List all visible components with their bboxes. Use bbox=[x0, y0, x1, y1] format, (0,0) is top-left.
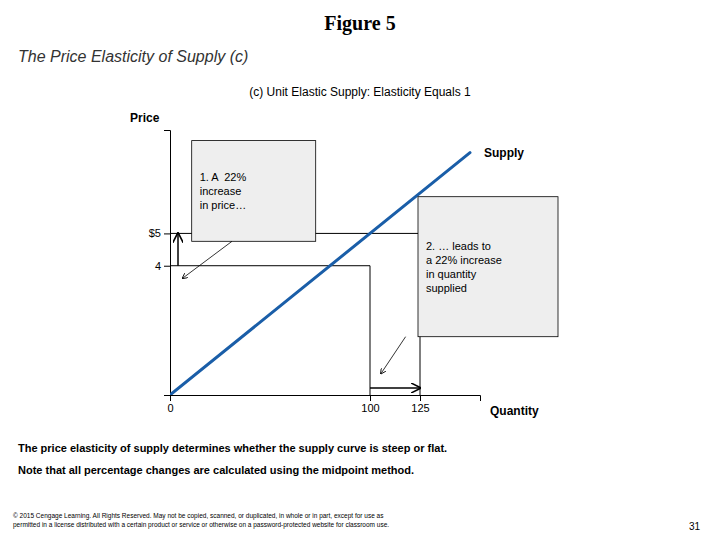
x-axis-tick: 125 bbox=[411, 395, 429, 414]
x-axis-tick-mark bbox=[420, 395, 421, 401]
annotation-2-text: 2. … leads toa 22% increasein quantitysu… bbox=[426, 240, 502, 294]
y-axis-tick-mark bbox=[164, 233, 170, 234]
page-number: 31 bbox=[689, 521, 701, 532]
chart-title: (c) Unit Elastic Supply: Elasticity Equa… bbox=[249, 85, 471, 99]
annotation-2-box bbox=[418, 197, 558, 337]
x-axis-tick: 0 bbox=[167, 395, 173, 414]
y-axis-line bbox=[164, 131, 171, 396]
y-axis-label: Price bbox=[130, 111, 160, 125]
footer: © 2015 Cengage Learning. All Rights Rese… bbox=[13, 512, 389, 529]
y-axis-tick-label: 4 bbox=[155, 260, 161, 272]
y-axis-tick: $5 bbox=[149, 227, 170, 239]
x-axis-tick: 100 bbox=[361, 395, 379, 414]
x-axis-line bbox=[171, 396, 481, 402]
x-axis-tick-label: 100 bbox=[361, 402, 379, 414]
annotation-1: 1. A 22%increasein price… bbox=[192, 141, 316, 242]
y-axis-tick: 4 bbox=[155, 260, 170, 272]
x-axis-tick-label: 125 bbox=[411, 402, 429, 414]
annotation-1-box bbox=[192, 141, 316, 242]
x-axis-tick-label: 0 bbox=[167, 402, 173, 414]
y-axis: 4 $5 bbox=[149, 131, 171, 396]
body-note: The price elasticity of supply determine… bbox=[18, 442, 447, 454]
series-label: Supply bbox=[484, 146, 524, 160]
y-axis-tick-mark bbox=[164, 266, 170, 267]
reference-line-vertical bbox=[370, 266, 371, 395]
subtitle: The Price Elasticity of Supply (c) bbox=[18, 48, 248, 65]
y-axis-tick-label: $5 bbox=[149, 227, 161, 239]
chart: Figure 5 The Price Elasticity of Supply (… bbox=[0, 0, 720, 540]
x-axis-tick-mark bbox=[370, 395, 371, 401]
annotation-1-pointer bbox=[182, 241, 232, 278]
price-change-arrow bbox=[177, 233, 179, 265]
annotation-1-text: 1. A 22%increasein price… bbox=[200, 171, 247, 211]
annotation-2: 2. … leads toa 22% increasein quantitysu… bbox=[418, 197, 558, 337]
x-axis: 0 100 125 bbox=[167, 395, 480, 414]
annotation-2-pointer bbox=[381, 337, 406, 374]
figure-title: Figure 5 bbox=[324, 12, 395, 35]
x-axis-label: Quantity bbox=[490, 404, 539, 418]
body-note: Note that all percentage changes are cal… bbox=[18, 464, 414, 476]
quantity-change-arrow bbox=[370, 387, 420, 389]
